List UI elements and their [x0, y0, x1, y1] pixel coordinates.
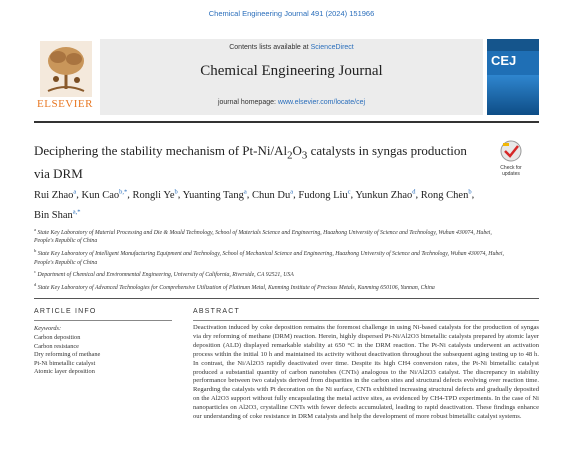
author[interactable]: Kun Caob,*: [81, 188, 128, 201]
author[interactable]: Yuanting Tanga: [182, 188, 247, 201]
keyword: Carbon resistance: [34, 342, 79, 350]
affiliation: d State Key Laboratory of Advanced Techn…: [34, 282, 435, 292]
section-rule: [34, 298, 539, 299]
keyword: Dry reforming of methane: [34, 351, 101, 359]
header-rule: [34, 121, 539, 123]
journal-cover: CEJ: [487, 39, 539, 115]
journal-banner: [100, 39, 483, 115]
contents-line: Contents lists available at ScienceDirec…: [100, 44, 483, 51]
title-sub-2: 2: [287, 149, 293, 162]
homepage-link[interactable]: www.elsevier.com/locate/cej: [277, 99, 366, 106]
keyword: Pt-Ni bimetallic catalyst: [34, 359, 96, 367]
author-list: Rui Zhaoa, Kun Caob,*, Rongli Yeb, Yuant…: [34, 188, 475, 222]
affiliation: b State Key Laboratory of Intelligent Ma…: [34, 248, 504, 266]
abstract-heading: ABSTRACT: [193, 308, 240, 315]
contents-prefix: Contents lists available at: [229, 44, 311, 51]
check-updates-label: Check for updates: [500, 165, 522, 177]
author[interactable]: Fudong Liuc: [298, 188, 351, 201]
cover-title: CEJ: [491, 53, 517, 68]
author[interactable]: Rongli Yeb: [132, 188, 178, 201]
title-part-3: catalysts in syngas production via DRM: [34, 143, 467, 181]
keyword: Carbon deposition: [34, 334, 81, 341]
elsevier-tree-icon: [40, 41, 92, 97]
keywords-label: Keywords:: [34, 325, 62, 332]
check-updates-icon: [500, 140, 522, 162]
author[interactable]: Rui Zhaoa: [34, 188, 77, 201]
author[interactable]: Yunkun Zhaod: [355, 188, 416, 201]
cover-image: [487, 75, 539, 115]
affiliation: a State Key Laboratory of Material Proce…: [34, 227, 492, 245]
homepage-prefix: journal homepage:: [217, 99, 278, 106]
abstract-text: Deactivation induced by coke deposition …: [193, 324, 539, 421]
publisher-name: ELSEVIER: [37, 98, 93, 110]
author[interactable]: Chun Dua: [252, 188, 294, 201]
title-part-1: Deciphering the stability mechanism of P…: [34, 143, 288, 158]
author[interactable]: Bin Shana,*: [34, 208, 81, 222]
keyword: Atomic layer deposition: [34, 368, 95, 376]
article-info-rule: [34, 320, 172, 321]
article-title: Deciphering the stability mechanism of P…: [34, 142, 479, 182]
elsevier-logo: [34, 39, 98, 115]
affiliation: c Department of Chemical and Environment…: [34, 269, 294, 279]
affiliations: a State Key Laboratory of Material Proce…: [34, 226, 504, 294]
journal-title: Chemical Engineering Journal: [200, 63, 383, 79]
homepage-line: journal homepage: www.elsevier.com/locat…: [100, 99, 483, 106]
abstract-rule: [193, 320, 539, 321]
keyword-list: Carbon deposition Carbon resistance Dry …: [34, 334, 174, 377]
title-part-2: O: [292, 143, 302, 158]
author[interactable]: Rong Chenb: [420, 188, 472, 201]
sciencedirect-link[interactable]: ScienceDirect: [310, 44, 354, 51]
check-for-updates-button[interactable]: Check for updates: [493, 139, 529, 179]
cover-top-band: [487, 39, 539, 51]
journal-citation[interactable]: Chemical Engineering Journal 491 (2024) …: [208, 9, 375, 18]
article-info-heading: ARTICLE INFO: [34, 308, 97, 315]
title-sub-3: 3: [301, 149, 308, 162]
